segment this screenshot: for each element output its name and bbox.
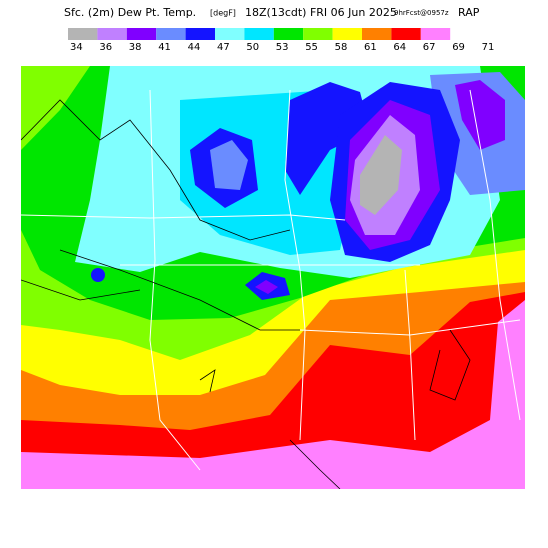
scale-swatch [185,28,215,40]
scale-label: 41 [158,42,171,53]
scale-label: 71 [482,42,495,53]
scale-swatch [215,28,245,40]
scale-label: 47 [217,42,230,53]
scale-label: 58 [335,42,348,53]
scale-swatch [244,28,274,40]
units: [degF] [210,9,236,18]
field-44 [91,268,105,282]
field-title: Sfc. (2m) Dew Pt. Temp. [64,6,196,19]
scale-label: 38 [129,42,142,53]
scale-label: 50 [246,42,259,53]
scale-label: 53 [276,42,289,53]
field-41 [210,140,248,190]
scale-swatch [332,28,362,40]
scale-label: 36 [99,42,112,53]
scale-swatch [273,28,304,40]
scale-label: 67 [423,42,436,53]
scale-label: 34 [70,42,83,53]
scale-label: 61 [364,42,377,53]
color-scale: 34 36 38 41 44 47 50 53 55 58 61 64 67 69 71 [68,28,494,53]
scale-swatch [303,28,333,40]
scale-label: 64 [393,42,406,53]
scale-swatch [156,28,186,40]
scale-label: 69 [452,42,465,53]
model-name: RAP [458,6,480,19]
scale-swatch [362,28,392,40]
field-38 [455,80,505,150]
scale-swatch [97,28,127,40]
valid-time: 18Z(13cdt) FRI 06 Jun 2025 [245,6,397,19]
scale-swatch [126,28,157,40]
state-borders [21,89,521,471]
scale-label: 44 [188,42,201,53]
scale-swatch [391,28,421,40]
map [21,66,525,489]
scale-swatch [68,28,98,40]
field-38 [255,280,278,294]
field-34 [360,135,402,215]
contours [21,99,471,489]
scale-swatch [420,28,451,40]
scale-label: 55 [305,42,318,53]
forecast-time: 9hrFcst@0957z [394,9,449,17]
